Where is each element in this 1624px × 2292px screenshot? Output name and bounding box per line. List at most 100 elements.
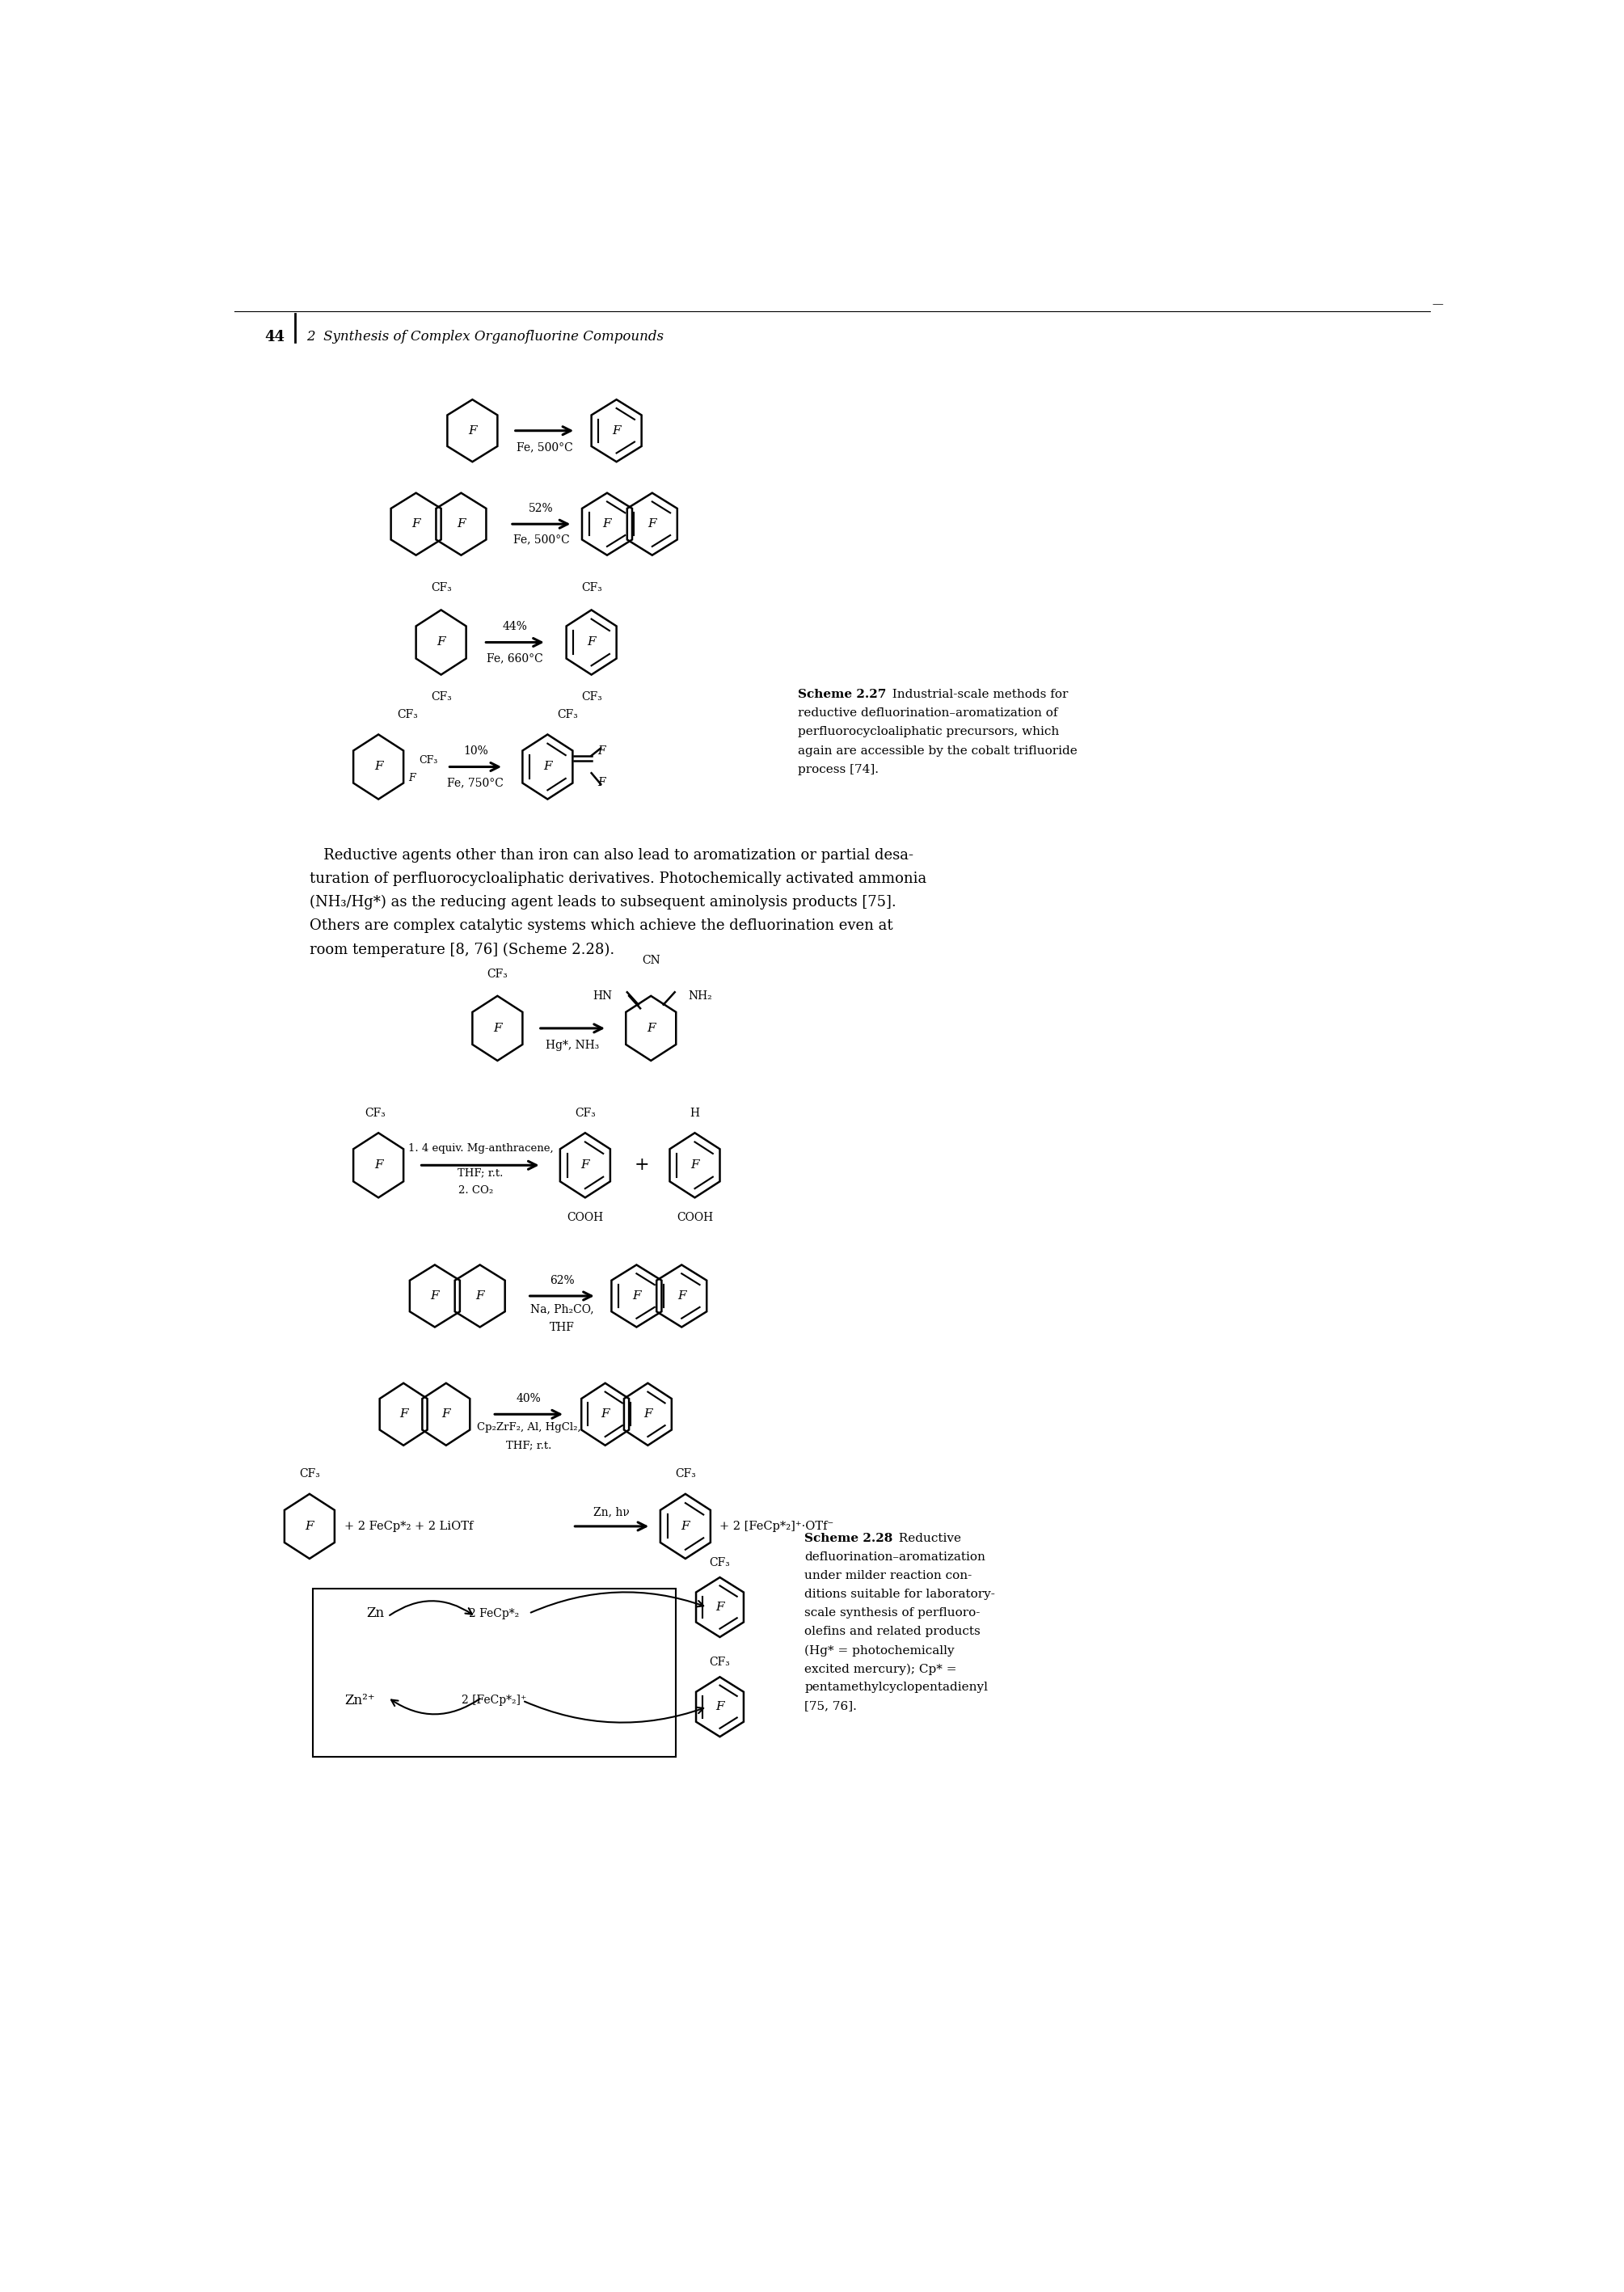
Text: F: F <box>476 1290 484 1302</box>
Text: NH₂: NH₂ <box>689 990 713 1002</box>
Text: Zn: Zn <box>367 1607 385 1620</box>
Text: 2 FeCp*₂: 2 FeCp*₂ <box>469 1607 520 1618</box>
Text: 44: 44 <box>265 330 286 344</box>
Text: Hg*, NH₃: Hg*, NH₃ <box>546 1041 599 1050</box>
Text: 52%: 52% <box>529 502 554 513</box>
Text: perfluorocycloaliphatic precursors, which: perfluorocycloaliphatic precursors, whic… <box>797 727 1059 738</box>
Text: F: F <box>456 518 466 529</box>
Bar <box>313 1588 676 1756</box>
Text: Reductive: Reductive <box>892 1533 961 1545</box>
Text: F: F <box>716 1701 724 1712</box>
Text: CN: CN <box>641 956 659 965</box>
Text: CF₃: CF₃ <box>676 1469 695 1481</box>
Text: F: F <box>601 1410 609 1421</box>
Text: H: H <box>690 1107 700 1118</box>
Text: COOH: COOH <box>567 1212 604 1224</box>
Text: Fe, 750°C: Fe, 750°C <box>447 777 503 788</box>
Text: F: F <box>400 1410 408 1421</box>
Text: F: F <box>468 424 477 435</box>
Text: Zn, hν: Zn, hν <box>593 1506 630 1517</box>
Text: + 2 FeCp*₂ + 2 LiOTf: + 2 FeCp*₂ + 2 LiOTf <box>344 1520 473 1531</box>
Text: COOH: COOH <box>677 1212 713 1224</box>
Text: 10%: 10% <box>463 745 487 756</box>
Text: THF: THF <box>549 1322 575 1334</box>
Text: 44%: 44% <box>502 621 528 633</box>
Text: CF₃: CF₃ <box>710 1556 731 1568</box>
Text: Fe, 660°C: Fe, 660°C <box>487 653 542 665</box>
Text: defluorination–aromatization: defluorination–aromatization <box>804 1552 986 1563</box>
Text: F: F <box>374 761 383 772</box>
Text: turation of perfluorocycloaliphatic derivatives. Photochemically activated ammon: turation of perfluorocycloaliphatic deri… <box>310 871 926 887</box>
Text: Others are complex catalytic systems which achieve the defluorination even at: Others are complex catalytic systems whi… <box>310 919 893 933</box>
Text: CF₃: CF₃ <box>487 970 508 979</box>
Text: F: F <box>588 637 596 649</box>
Text: Reductive agents other than iron can also lead to aromatization or partial desa-: Reductive agents other than iron can als… <box>310 848 913 862</box>
Text: CF₃: CF₃ <box>575 1107 596 1118</box>
Text: + 2 [FeCp*₂]⁺·OTf⁻: + 2 [FeCp*₂]⁺·OTf⁻ <box>719 1520 835 1531</box>
Text: THF; r.t.: THF; r.t. <box>458 1167 503 1178</box>
Text: under milder reaction con-: under milder reaction con- <box>804 1570 971 1581</box>
Text: 62%: 62% <box>549 1274 575 1286</box>
Text: CF₃: CF₃ <box>365 1107 385 1118</box>
Text: CF₃: CF₃ <box>581 582 603 594</box>
Text: 1. 4 equiv. Mg-anthracene,: 1. 4 equiv. Mg-anthracene, <box>408 1144 554 1155</box>
Text: 2. CO₂: 2. CO₂ <box>458 1185 494 1196</box>
Text: THF; r.t.: THF; r.t. <box>507 1439 552 1451</box>
Text: 2  Synthesis of Complex Organofluorine Compounds: 2 Synthesis of Complex Organofluorine Co… <box>307 330 664 344</box>
Text: F: F <box>409 772 416 784</box>
Text: Scheme 2.27: Scheme 2.27 <box>797 690 887 701</box>
Text: F: F <box>632 1290 641 1302</box>
Text: F: F <box>612 424 620 435</box>
Text: F: F <box>544 761 552 772</box>
Text: F: F <box>643 1410 653 1421</box>
Text: CF₃: CF₃ <box>398 708 417 720</box>
Text: F: F <box>603 518 611 529</box>
Text: Na, Ph₂CO,: Na, Ph₂CO, <box>529 1304 594 1316</box>
Text: F: F <box>598 777 606 788</box>
Text: F: F <box>598 745 606 756</box>
Text: F: F <box>430 1290 438 1302</box>
Text: F: F <box>494 1022 502 1034</box>
Text: F: F <box>646 1022 654 1034</box>
Text: F: F <box>648 518 656 529</box>
Text: Fe, 500°C: Fe, 500°C <box>513 534 570 545</box>
Text: CF₃: CF₃ <box>557 708 578 720</box>
Text: ditions suitable for laboratory-: ditions suitable for laboratory- <box>804 1588 996 1600</box>
Text: excited mercury); Cp* =: excited mercury); Cp* = <box>804 1664 957 1675</box>
Text: Zn²⁺: Zn²⁺ <box>344 1694 375 1708</box>
Text: reductive defluorination–aromatization of: reductive defluorination–aromatization o… <box>797 708 1059 720</box>
Text: F: F <box>437 637 445 649</box>
Text: CF₃: CF₃ <box>419 756 438 766</box>
Text: CF₃: CF₃ <box>581 690 603 701</box>
Text: (NH₃/Hg*) as the reducing agent leads to subsequent aminolysis products [75].: (NH₃/Hg*) as the reducing agent leads to… <box>310 896 896 910</box>
Text: Industrial-scale methods for: Industrial-scale methods for <box>885 690 1069 701</box>
Text: F: F <box>690 1160 698 1171</box>
Text: —: — <box>1432 298 1444 309</box>
Text: F: F <box>680 1520 690 1531</box>
Text: Cp₂ZrF₂, Al, HgCl₂,: Cp₂ZrF₂, Al, HgCl₂, <box>477 1421 581 1432</box>
Text: F: F <box>581 1160 590 1171</box>
Text: HN: HN <box>593 990 612 1002</box>
Text: CF₃: CF₃ <box>299 1469 320 1481</box>
Text: CF₃: CF₃ <box>430 582 451 594</box>
Text: F: F <box>716 1602 724 1614</box>
Text: 40%: 40% <box>516 1394 541 1405</box>
Text: CF₃: CF₃ <box>710 1657 731 1669</box>
Text: CF₃: CF₃ <box>430 690 451 701</box>
Text: F: F <box>677 1290 685 1302</box>
Text: 2 [FeCp*₂]⁺: 2 [FeCp*₂]⁺ <box>461 1696 526 1705</box>
Text: F: F <box>374 1160 383 1171</box>
Text: again are accessible by the cobalt trifluoride: again are accessible by the cobalt trifl… <box>797 745 1078 756</box>
Text: +: + <box>633 1157 650 1174</box>
Text: pentamethylcyclopentadienyl: pentamethylcyclopentadienyl <box>804 1682 987 1694</box>
Text: room temperature [8, 76] (Scheme 2.28).: room temperature [8, 76] (Scheme 2.28). <box>310 942 614 958</box>
Text: Scheme 2.28: Scheme 2.28 <box>804 1533 893 1545</box>
Text: F: F <box>442 1410 450 1421</box>
Text: olefins and related products: olefins and related products <box>804 1625 981 1636</box>
Text: F: F <box>412 518 421 529</box>
Text: [75, 76].: [75, 76]. <box>804 1701 857 1712</box>
Text: (Hg* = photochemically: (Hg* = photochemically <box>804 1646 955 1657</box>
Text: F: F <box>305 1520 313 1531</box>
Text: process [74].: process [74]. <box>797 763 879 775</box>
Text: scale synthesis of perfluoro-: scale synthesis of perfluoro- <box>804 1607 981 1618</box>
